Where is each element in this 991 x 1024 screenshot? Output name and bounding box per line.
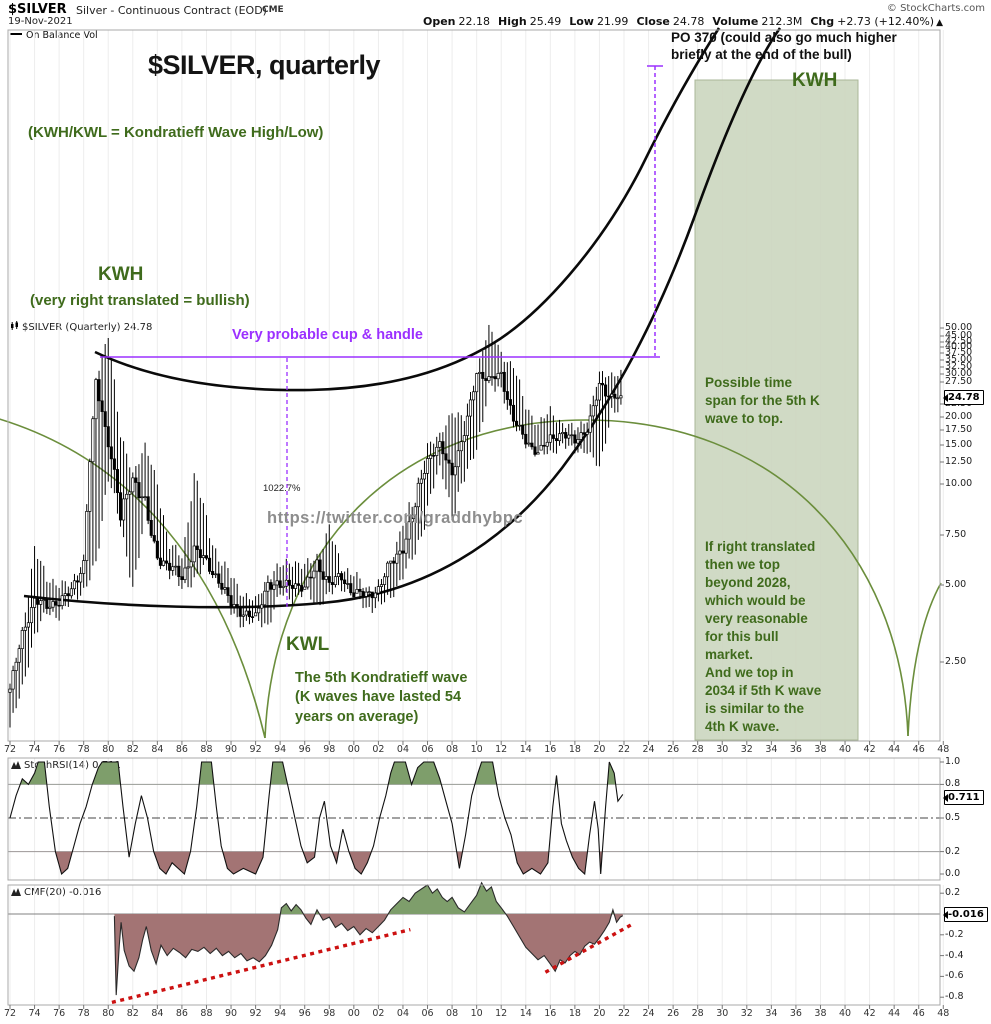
obv-legend: On Balance Vol bbox=[10, 30, 98, 41]
cmf-value-label: -0.016 bbox=[943, 907, 988, 922]
up-arrow-icon: ▲ bbox=[936, 18, 943, 28]
cmf-trendline bbox=[111, 927, 411, 1005]
volume-label: Volume bbox=[712, 15, 759, 28]
symbol: $SILVER bbox=[8, 2, 67, 17]
candlestick-icon bbox=[11, 321, 18, 330]
area-chart-icon bbox=[11, 761, 21, 769]
kondratieff-arc bbox=[0, 418, 266, 739]
parabolic-curve bbox=[94, 27, 721, 392]
header: $SILVER Silver - Continuous Contract (EO… bbox=[0, 0, 991, 28]
cmf-line bbox=[113, 881, 624, 996]
volume-value: 212.3M bbox=[761, 15, 803, 28]
chg-label: Chg bbox=[810, 15, 835, 28]
cmf-label: CMF(20) -0.016 bbox=[11, 887, 101, 898]
parabolic-curve bbox=[23, 27, 782, 609]
price-overlay-label: $SILVER (Quarterly) 24.78 bbox=[10, 321, 152, 333]
kondratieff-arc bbox=[907, 582, 942, 737]
open-value: 22.18 bbox=[458, 15, 491, 28]
close-value: 24.78 bbox=[672, 15, 705, 28]
quote-bar: Open 22.18 High 25.49 Low 21.99 Close 24.78 Volu… bbox=[415, 15, 943, 28]
copyright: © StockCharts.com bbox=[886, 3, 985, 14]
area-chart-icon bbox=[11, 888, 21, 896]
high-value: 25.49 bbox=[529, 15, 562, 28]
obv-label: On Balance Vol bbox=[26, 30, 98, 41]
low-value: 21.99 bbox=[596, 15, 629, 28]
stochrsi-value-label: 0.711 bbox=[943, 790, 984, 805]
chg-value: +2.73 (+12.40%) bbox=[837, 15, 935, 28]
kwave-projection-box bbox=[694, 79, 859, 741]
obv-line-swatch bbox=[10, 33, 22, 35]
last-price-label: 24.78 bbox=[943, 390, 984, 405]
kondratieff-arc bbox=[264, 419, 909, 739]
quote-date: 19-Nov-2021 bbox=[8, 16, 73, 27]
exchange: CME bbox=[262, 5, 284, 15]
close-label: Close bbox=[636, 15, 670, 28]
high-label: High bbox=[498, 15, 527, 28]
open-label: Open bbox=[422, 15, 456, 28]
stochrsi-line bbox=[9, 761, 624, 876]
low-label: Low bbox=[569, 15, 594, 28]
instrument-name: Silver - Continuous Contract (EOD) bbox=[76, 4, 267, 17]
stochrsi-label: StochRSI(14) 0.711 bbox=[11, 760, 121, 771]
